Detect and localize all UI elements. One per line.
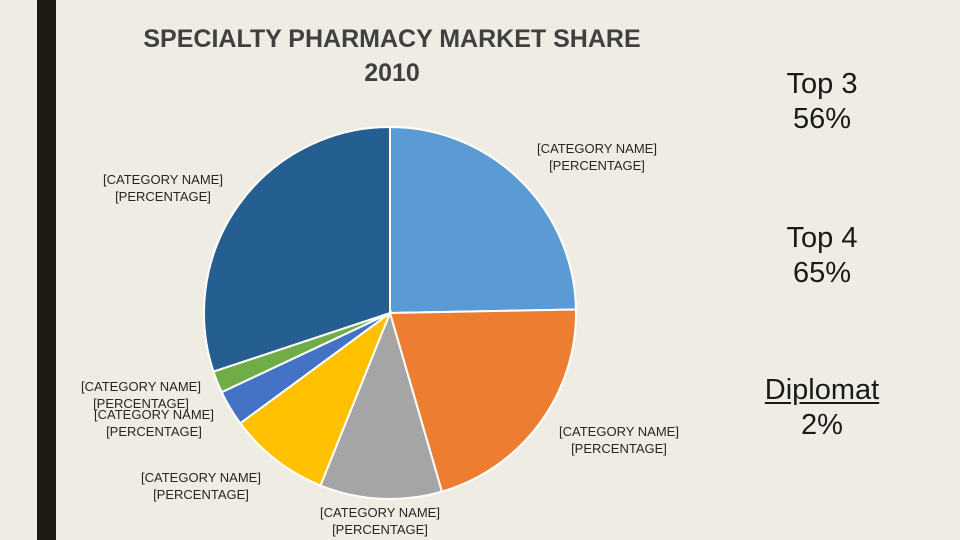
left-accent-bar bbox=[37, 0, 56, 540]
slice-label-5-percentage: [PERCENTAGE] bbox=[93, 396, 189, 411]
stat-diplomat-name: Diplomat bbox=[764, 374, 880, 406]
pie-slice-3 bbox=[238, 310, 393, 487]
slice-label-1-category: [CATEGORY NAME] bbox=[559, 424, 679, 439]
stat-top-3-value: 56% bbox=[792, 103, 852, 135]
chart-subtitle: 2010 bbox=[364, 59, 420, 87]
stat-diplomat: Diplomat 2% bbox=[765, 373, 879, 443]
slice-label-2-category: [CATEGORY NAME] bbox=[320, 505, 440, 520]
stat-top-4-value: 65% bbox=[792, 257, 852, 289]
slice-label-4-percentage: [PERCENTAGE] bbox=[106, 424, 202, 439]
slice-label-0-percentage: [PERCENTAGE] bbox=[549, 158, 645, 173]
slice-label-6-percentage: [PERCENTAGE] bbox=[115, 189, 211, 204]
slice-label-6: [CATEGORY NAME] [PERCENTAGE] bbox=[103, 171, 223, 205]
slice-label-1: [CATEGORY NAME] [PERCENTAGE] bbox=[559, 423, 679, 457]
stat-diplomat-value: 2% bbox=[801, 409, 843, 441]
slice-label-4: [CATEGORY NAME] [PERCENTAGE] bbox=[94, 406, 214, 440]
chart-title: SPECIALTY PHARMACY MARKET SHARE 2010 bbox=[60, 22, 724, 90]
stat-top-3: Top 3 56% bbox=[787, 67, 858, 137]
slice-label-3: [CATEGORY NAME] [PERCENTAGE] bbox=[141, 469, 261, 503]
slice-label-5: [CATEGORY NAME] [PERCENTAGE] bbox=[81, 378, 201, 412]
slice-label-1-percentage: [PERCENTAGE] bbox=[571, 441, 667, 456]
slice-label-0-category: [CATEGORY NAME] bbox=[537, 141, 657, 156]
slice-label-6-category: [CATEGORY NAME] bbox=[103, 172, 223, 187]
stat-top-3-name: Top 3 bbox=[786, 68, 858, 100]
slice-label-2-percentage: [PERCENTAGE] bbox=[332, 522, 428, 537]
pie-slice-0 bbox=[389, 125, 577, 315]
stat-top-4-name: Top 4 bbox=[786, 222, 858, 254]
pie-slice-6 bbox=[203, 125, 391, 373]
slice-label-4-category: [CATEGORY NAME] bbox=[94, 407, 214, 422]
slice-label-3-percentage: [PERCENTAGE] bbox=[153, 487, 249, 502]
slice-label-3-category: [CATEGORY NAME] bbox=[141, 470, 261, 485]
pie-slice-2 bbox=[319, 309, 444, 500]
stat-top-4: Top 4 65% bbox=[787, 221, 858, 291]
slice-label-0: [CATEGORY NAME] [PERCENTAGE] bbox=[537, 140, 657, 174]
pie-slice-1 bbox=[388, 308, 577, 493]
slice-label-2: [CATEGORY NAME] [PERCENTAGE] bbox=[320, 504, 440, 538]
slice-label-5-category: [CATEGORY NAME] bbox=[81, 379, 201, 394]
chart-title-text: SPECIALTY PHARMACY MARKET SHARE bbox=[143, 25, 641, 53]
